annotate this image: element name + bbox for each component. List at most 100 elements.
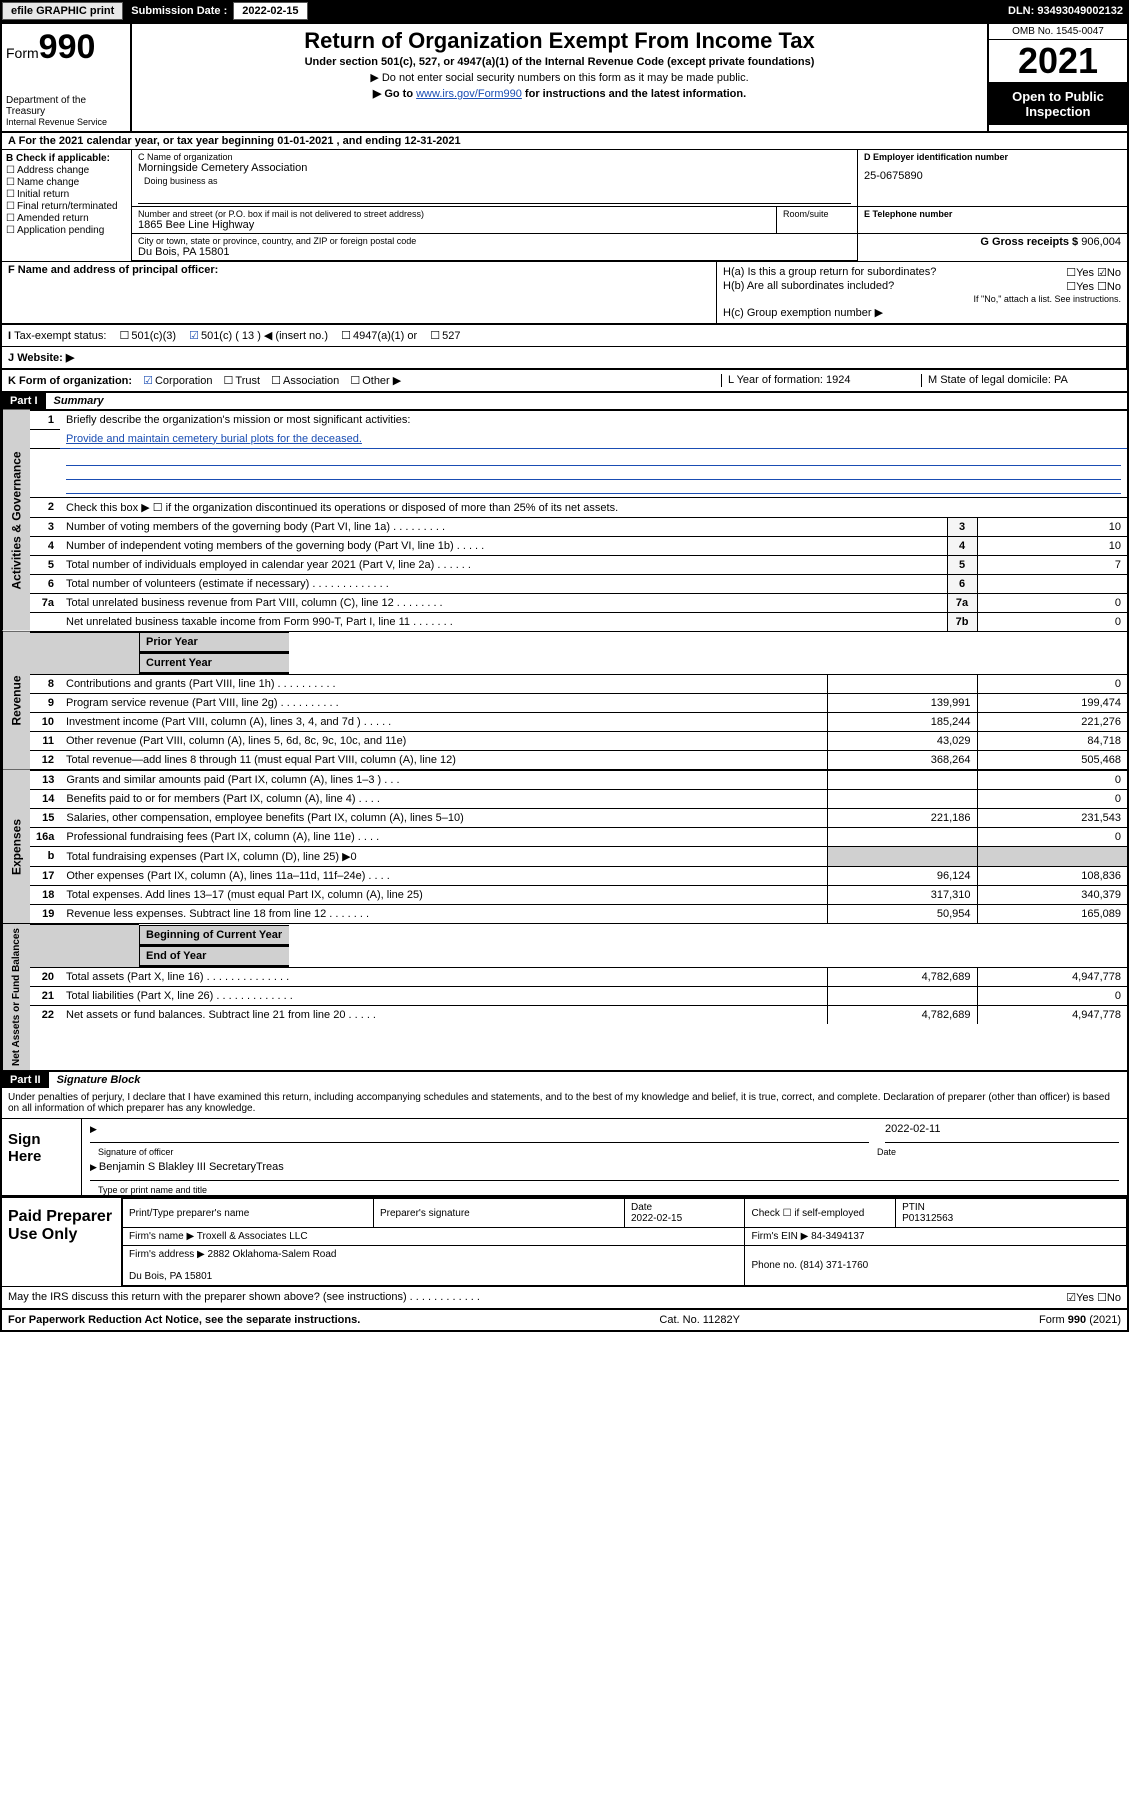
row-a-period: A For the 2021 calendar year, or tax yea… — [2, 133, 1127, 150]
chk-final[interactable]: Final return/terminated — [6, 201, 127, 212]
org-name: Morningside Cemetery Association — [138, 162, 851, 174]
submission-label: Submission Date : — [125, 5, 233, 17]
pp-sig-lbl: Preparer's signature — [374, 1199, 625, 1228]
goto-note: ▶ Go to www.irs.gov/Form990 for instruct… — [140, 87, 979, 100]
officer-name-cap: Type or print name and title — [98, 1185, 1127, 1195]
perjury-declaration: Under penalties of perjury, I declare th… — [2, 1088, 1127, 1119]
dept-treasury: Department of the Treasury — [6, 95, 126, 117]
ssn-warning: ▶ Do not enter social security numbers o… — [140, 71, 979, 84]
form-id: Form990 — [6, 28, 126, 67]
irs-label: Internal Revenue Service — [6, 117, 126, 127]
sign-here-label: Sign Here — [2, 1119, 82, 1195]
line-10: Investment income (Part VIII, column (A)… — [60, 713, 827, 732]
l1-mission-label: Briefly describe the organization's miss… — [60, 411, 1127, 430]
pp-name-lbl: Print/Type preparer's name — [123, 1199, 374, 1228]
vtab-governance: Activities & Governance — [2, 410, 30, 631]
line-14: Benefits paid to or for members (Part IX… — [60, 790, 827, 809]
d-ein-label: D Employer identification number — [864, 152, 1121, 162]
c-name-label: C Name of organization — [138, 152, 851, 162]
line-5: Total number of individuals employed in … — [60, 555, 947, 574]
line-7a: Total unrelated business revenue from Pa… — [60, 593, 947, 612]
top-bar: efile GRAPHIC print Submission Date : 20… — [0, 0, 1129, 22]
line-6: Total number of volunteers (estimate if … — [60, 574, 947, 593]
j-website: J Website: ▶ — [2, 347, 1127, 368]
open-public: Open to Public Inspection — [989, 83, 1127, 125]
bcy-hdr: Beginning of Current Year — [139, 925, 289, 946]
line-11: Other revenue (Part VIII, column (A), li… — [60, 732, 827, 751]
line-17: Other expenses (Part IX, column (A), lin… — [60, 867, 827, 886]
chk-name[interactable]: Name change — [6, 177, 127, 188]
chk-initial[interactable]: Initial return — [6, 189, 127, 200]
firm-addr: Firm's address ▶ 2882 Oklahoma-Salem Roa… — [123, 1246, 745, 1286]
hb-subordinates: H(b) Are all subordinates included?☐Yes … — [723, 280, 1121, 292]
irs-link[interactable]: www.irs.gov/Form990 — [416, 88, 522, 100]
line-4: Number of independent voting members of … — [60, 536, 947, 555]
dln: DLN: 93493049002132 — [1008, 5, 1129, 17]
part2-header: Part IISignature Block — [2, 1072, 1127, 1088]
city-label: City or town, state or province, country… — [138, 236, 851, 246]
l-year-formation: L Year of formation: 1924 — [721, 374, 921, 387]
officer-sig-line[interactable] — [90, 1123, 869, 1143]
street-label: Number and street (or P.O. box if mail i… — [138, 209, 770, 219]
line-21: Total liabilities (Part X, line 26) . . … — [60, 986, 827, 1005]
discuss-yn[interactable]: ☑Yes ☐No — [1066, 1291, 1121, 1304]
line-18: Total expenses. Add lines 13–17 (must eq… — [60, 886, 827, 905]
vtab-expenses: Expenses — [2, 770, 30, 923]
sig-date-cap: Date — [877, 1147, 1127, 1157]
form-subtitle: Under section 501(c), 527, or 4947(a)(1)… — [140, 56, 979, 68]
paperwork-notice: For Paperwork Reduction Act Notice, see … — [8, 1314, 360, 1326]
paid-preparer-label: Paid Preparer Use Only — [2, 1198, 122, 1286]
room-label: Room/suite — [777, 207, 857, 233]
efile-print-button[interactable]: efile GRAPHIC print — [2, 2, 123, 20]
ha-group-return: H(a) Is this a group return for subordin… — [723, 266, 1121, 278]
form-ref: Form 990 (2021) — [1039, 1314, 1121, 1326]
pp-selfemp[interactable]: Check ☐ if self-employed — [745, 1199, 896, 1228]
chk-address[interactable]: Address change — [6, 165, 127, 176]
prior-year-hdr: Prior Year — [139, 632, 289, 653]
line-8: Contributions and grants (Part VIII, lin… — [60, 675, 827, 694]
line-16a: Professional fundraising fees (Part IX, … — [60, 828, 827, 847]
line-b: Total fundraising expenses (Part IX, col… — [60, 847, 827, 867]
omb-no: OMB No. 1545-0047 — [989, 24, 1127, 40]
vtab-netassets: Net Assets or Fund Balances — [2, 924, 30, 1070]
firm-name: Firm's name ▶ Troxell & Associates LLC — [123, 1228, 745, 1246]
pp-ptin: PTINP01312563 — [896, 1199, 1127, 1228]
g-gross: G Gross receipts $ 906,004 — [857, 234, 1127, 261]
line-15: Salaries, other compensation, employee b… — [60, 809, 827, 828]
line-9: Program service revenue (Part VIII, line… — [60, 694, 827, 713]
current-year-hdr: Current Year — [139, 653, 289, 674]
part1-header: Part ISummary — [2, 393, 1127, 409]
line-20: Total assets (Part X, line 16) . . . . .… — [60, 967, 827, 986]
hc-exemption: H(c) Group exemption number ▶ — [723, 306, 1121, 319]
city-value: Du Bois, PA 15801 — [138, 246, 851, 258]
k-form-org: K Form of organization: Corporation Trus… — [8, 374, 721, 387]
chk-pending[interactable]: Application pending — [6, 225, 127, 236]
street-value: 1865 Bee Line Highway — [138, 219, 770, 231]
line-19: Revenue less expenses. Subtract line 18 … — [60, 905, 827, 924]
l1-mission-text: Provide and maintain cemetery burial plo… — [60, 430, 1127, 449]
col-b-checkboxes: B Check if applicable: Address change Na… — [2, 150, 132, 261]
f-officer: F Name and address of principal officer: — [2, 262, 717, 323]
chk-amended[interactable]: Amended return — [6, 213, 127, 224]
ein-value: 25-0675890 — [864, 170, 1121, 182]
form-title: Return of Organization Exempt From Incom… — [140, 28, 979, 54]
submission-date: 2022-02-15 — [233, 2, 307, 20]
pp-date: Date2022-02-15 — [625, 1199, 745, 1228]
cat-no: Cat. No. 11282Y — [360, 1314, 1039, 1326]
sig-date: 2022-02-11 — [885, 1123, 1119, 1143]
line-12: Total revenue—add lines 8 through 11 (mu… — [60, 751, 827, 770]
form-page: Form990 Department of the Treasury Inter… — [0, 22, 1129, 1332]
firm-ein: Firm's EIN ▶ 84-3494137 — [745, 1228, 1127, 1246]
officer-name: Benjamin S Blakley III SecretaryTreas — [90, 1161, 1119, 1181]
m-domicile: M State of legal domicile: PA — [921, 374, 1121, 387]
sig-officer-cap: Signature of officer — [98, 1147, 877, 1157]
dba-label: Doing business as — [144, 176, 845, 186]
line-3: Number of voting members of the governin… — [60, 517, 947, 536]
e-tel-label: E Telephone number — [864, 209, 1121, 219]
discuss-row: May the IRS discuss this return with the… — [2, 1286, 1127, 1308]
eoy-hdr: End of Year — [139, 946, 289, 967]
firm-phone: Phone no. (814) 371-1760 — [745, 1246, 1127, 1286]
i-tax-status: I Tax-exempt status: 501(c)(3) 501(c) ( … — [2, 325, 1127, 346]
l2-discontinued: Check this box ▶ ☐ if the organization d… — [60, 497, 1127, 517]
line-7b: Net unrelated business taxable income fr… — [60, 612, 947, 631]
